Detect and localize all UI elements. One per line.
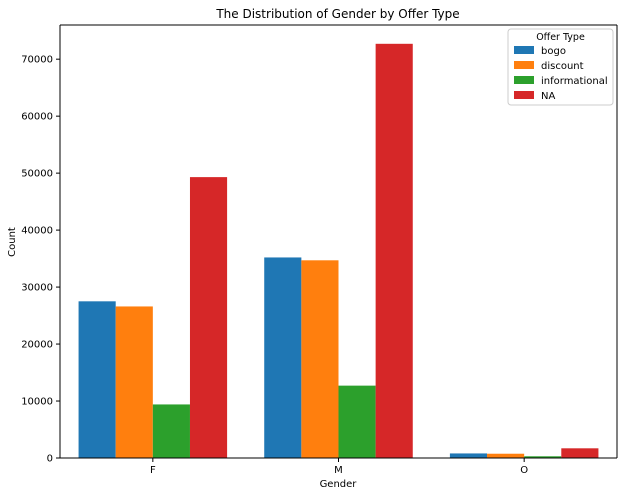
legend-label-NA: NA bbox=[541, 91, 555, 102]
bar-NA-F bbox=[189, 177, 228, 458]
bar-bogo-O bbox=[449, 453, 488, 458]
legend-title: Offer Type bbox=[536, 32, 585, 43]
bar-informational-F bbox=[152, 404, 190, 458]
bar-discount-F bbox=[115, 306, 153, 458]
bar-informational-O bbox=[524, 456, 562, 458]
y-tick-label: 50000 bbox=[21, 169, 53, 180]
bar-informational-M bbox=[338, 385, 376, 458]
bar-bogo-F bbox=[78, 301, 116, 458]
plot-area: 0 10000 20000 30000 40000 50000 60000 70000 F M O bbox=[21, 24, 618, 476]
legend-label-bogo: bogo bbox=[541, 46, 566, 57]
x-axis-label: Gender bbox=[320, 479, 358, 490]
bar-NA-O bbox=[561, 448, 599, 458]
x-tick-label: M bbox=[334, 465, 343, 476]
legend-swatch-discount bbox=[514, 61, 534, 69]
legend-box bbox=[507, 28, 614, 106]
y-tick-label: 60000 bbox=[21, 112, 53, 123]
y-tick-label: 0 bbox=[47, 454, 53, 465]
x-tick-label: O bbox=[520, 465, 528, 476]
bar-bogo-M bbox=[264, 257, 302, 458]
legend-swatch-informational bbox=[514, 76, 534, 84]
legend-swatch-NA bbox=[514, 91, 534, 99]
y-tick-label: 20000 bbox=[21, 340, 53, 351]
legend-label-discount: discount bbox=[541, 61, 584, 72]
bar-discount-M bbox=[301, 260, 339, 458]
y-tick-label: 10000 bbox=[21, 397, 53, 408]
legend-swatch-bogo bbox=[514, 46, 534, 54]
x-tick-label: F bbox=[150, 465, 156, 476]
y-tick-label: 40000 bbox=[21, 226, 53, 237]
legend-label-informational: informational bbox=[541, 76, 608, 87]
legend: Offer Type bogo discount informational NA bbox=[507, 28, 614, 106]
y-tick-label: 70000 bbox=[21, 55, 53, 66]
bar-discount-O bbox=[487, 453, 525, 458]
chart-title: The Distribution of Gender by Offer Type bbox=[215, 7, 459, 21]
bar-NA-M bbox=[375, 43, 413, 459]
y-axis-label: Count bbox=[7, 227, 18, 257]
y-tick-label: 30000 bbox=[21, 283, 53, 294]
